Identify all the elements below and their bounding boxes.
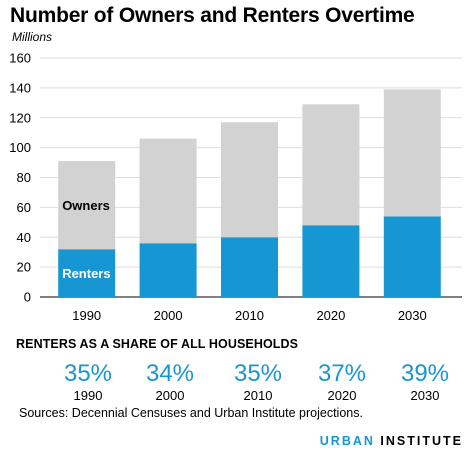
share-year: 2010	[243, 388, 273, 403]
y-tick-label: 100	[9, 140, 31, 155]
share-pct: 39%	[400, 360, 450, 387]
chart-title: Number of Owners and Renters Overtime	[10, 4, 415, 27]
y-tick-label: 160	[9, 51, 31, 66]
y-tick-label: 20	[17, 260, 31, 275]
share-item-2000: 34% 2000	[130, 360, 210, 404]
bar-owners-2000	[139, 138, 197, 244]
brand-logo: URBAN INSTITUTE	[320, 434, 463, 448]
share-item-2030: 39% 2030	[385, 360, 465, 404]
source-note: Sources: Decennial Censuses and Urban In…	[19, 406, 363, 420]
bar-renters-2000	[139, 243, 197, 297]
share-year: 1990	[73, 388, 103, 403]
stacked-bar-chart: 0 20 40 60 80 100 120 140 160 Renters Owners 1990 20…	[9, 51, 462, 323]
bar-owners-1990	[58, 161, 116, 250]
share-pct: 37%	[317, 360, 367, 387]
share-year: 2020	[327, 388, 357, 403]
y-tick-label: 120	[9, 110, 31, 125]
y-tick-label: 40	[17, 230, 31, 245]
brand-part2: INSTITUTE	[380, 434, 463, 448]
series-label-owners: Owners	[62, 198, 110, 213]
x-tick-label: 2030	[398, 308, 427, 323]
x-tick-label: 1990	[72, 308, 101, 323]
x-tick-label: 2000	[154, 308, 183, 323]
bar-renters-2010	[221, 237, 278, 297]
share-item-1990: 35% 1990	[48, 360, 128, 404]
share-heading: RENTERS AS A SHARE OF ALL HOUSEHOLDS	[16, 337, 299, 351]
bar-owners-2010	[221, 122, 278, 238]
y-tick-label: 140	[9, 80, 31, 95]
series-label-renters: Renters	[62, 266, 110, 281]
y-tick-label: 80	[17, 170, 31, 185]
bar-owners-2030	[383, 89, 441, 217]
share-pct: 34%	[145, 360, 195, 387]
bar-owners-2020	[302, 104, 360, 226]
x-tick-label: 2020	[316, 308, 345, 323]
bar-renters-1990	[58, 249, 116, 297]
bar-renters-2020	[302, 225, 360, 297]
share-item-2010: 35% 2010	[218, 360, 298, 404]
units-label: Millions	[12, 30, 53, 44]
share-year: 2000	[155, 388, 185, 403]
y-tick-label: 60	[17, 200, 31, 215]
share-year: 2030	[410, 388, 440, 403]
y-tick-label: 0	[24, 290, 31, 305]
share-pct: 35%	[63, 360, 113, 387]
share-item-2020: 37% 2020	[302, 360, 382, 404]
share-pct: 35%	[233, 360, 283, 387]
brand-part1: URBAN	[319, 434, 375, 448]
bar-renters-2030	[383, 216, 441, 297]
x-tick-label: 2010	[235, 308, 264, 323]
